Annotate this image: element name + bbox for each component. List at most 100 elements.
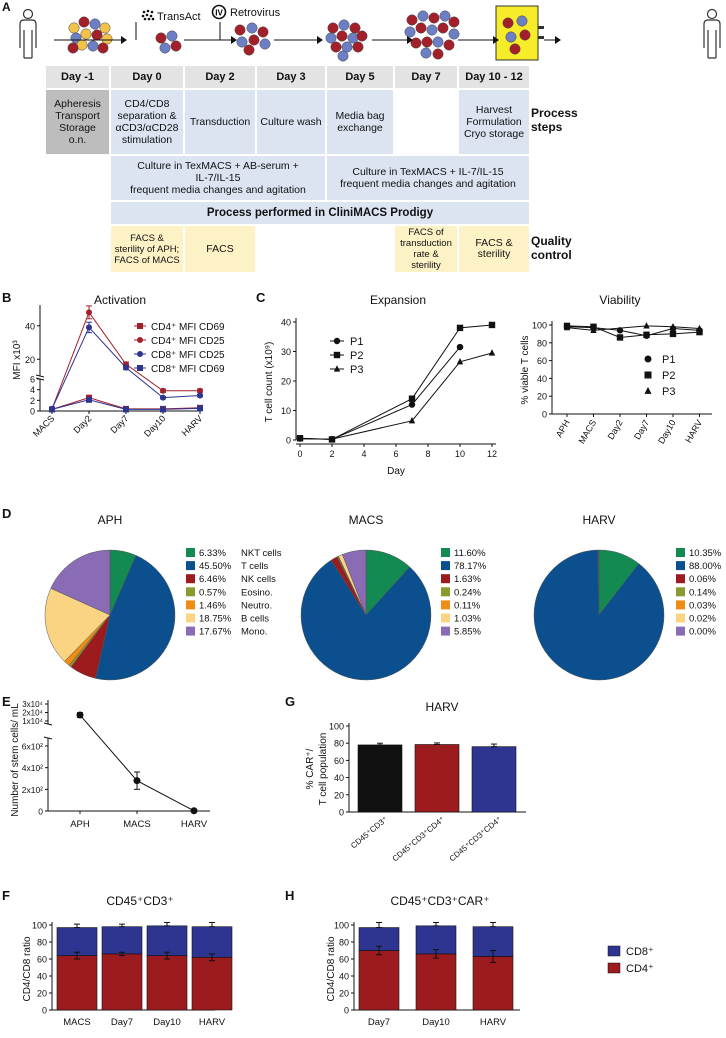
bar (414, 744, 460, 813)
harvest-cell-cluster-cell (426, 24, 438, 36)
series-line (566, 326, 700, 337)
legend-swatch (441, 574, 450, 584)
legend-swatch (676, 600, 685, 610)
y-axis-label: MFI x10³ (12, 340, 23, 380)
chart-car-positive: HARV % CAR⁺/T cell population 0 20 40 60 80 100… (305, 700, 526, 863)
data-point (160, 394, 166, 401)
apheresis-cell-cluster (67, 16, 113, 54)
bar-cd8 (56, 927, 98, 956)
x-tick-label: MACS (577, 418, 599, 446)
chart-car-cd4-cd8-ratio: CD45⁺CD3⁺CAR⁺ CD4/CD8 ratio 0 20 40 60 80 100 Da… (326, 894, 654, 1028)
apheresis-cell-cluster-cell (70, 32, 82, 44)
y-tick-label: 60 (334, 756, 344, 766)
legend-label: CD8⁺ MFI CD25 (151, 350, 225, 361)
legend-marker (137, 365, 143, 371)
bar-cd8 (415, 925, 457, 955)
pie-slice (109, 549, 137, 616)
y-tick-label: 0 (344, 1006, 349, 1016)
process-arrow-head (493, 36, 499, 44)
legend-swatch (676, 613, 685, 623)
data-point (123, 364, 129, 371)
axis-break-mark (43, 722, 53, 726)
bead (151, 17, 155, 21)
chart-viability: Viability % viable T cells 0 20 40 60 80 100 APH… (520, 293, 712, 446)
step-culture-wash: Culture wash (257, 90, 325, 154)
data-point (123, 361, 129, 368)
bar-cd4 (472, 956, 514, 1011)
bar-cd8 (146, 925, 188, 956)
y-tick-label: 20 (537, 392, 547, 402)
legend-swatch (676, 548, 685, 557)
data-point (296, 435, 304, 442)
activated-cell-cluster-cell (234, 24, 246, 36)
day-header-2: Day 0 (111, 66, 183, 88)
chart-pies: APH 6.33% NKT cells 45.50% T cells 6.46% NK ce… (44, 513, 722, 681)
x-tick-label: CD45⁺CD3⁺CD4⁺ (391, 815, 447, 864)
expanded-cell-cluster-cell (327, 22, 339, 34)
series-line (51, 397, 201, 410)
x-tick-label: Day7 (632, 418, 651, 441)
expanded-cell-cluster-cell (347, 32, 359, 44)
y-tick-label: 2x10⁴ (22, 709, 43, 718)
y-tick-label: 100 (329, 722, 344, 732)
retrovirus-label: Retrovirus (230, 7, 281, 19)
legend-percent: 6.33% (199, 548, 226, 559)
pie-slice (330, 556, 367, 616)
legend-marker (137, 351, 143, 357)
chart-title: CD45⁺CD3⁺CAR⁺ (390, 894, 489, 908)
bar-cd8 (472, 926, 514, 957)
axis-break-mark (35, 374, 45, 378)
y-tick-label: 20 (334, 790, 344, 800)
y-tick-label: 40 (339, 972, 349, 982)
y-axis-label: Number of stem cells/ mL (10, 703, 21, 817)
legend-swatch (676, 561, 685, 571)
y-axis-label: % viable T cells (520, 335, 531, 404)
y-tick-label: 80 (339, 938, 349, 948)
panel-label-h: H (285, 888, 294, 903)
panel-label-e: E (2, 694, 11, 709)
expanded-cell-cluster-cell (337, 50, 349, 62)
legend-label: CD4⁺ MFI CD25 (151, 336, 225, 347)
data-point (456, 358, 464, 365)
harvest-cell-cluster-cell (432, 36, 444, 48)
legend-percent: 0.00% (689, 627, 716, 638)
legend-marker (644, 386, 652, 394)
chart-title: Activation (94, 293, 146, 307)
bar-cd8 (191, 926, 233, 958)
harvest-cell-cluster-cell (417, 10, 429, 22)
y-tick-label: 40 (25, 321, 35, 331)
harvest-cell-cluster-cell (443, 39, 455, 51)
data-point (160, 387, 166, 394)
chart-stem-cells: Number of stem cells/ mL 0 2x10² 4x10² 6x10²… (10, 700, 210, 830)
y-tick-label: 80 (37, 938, 47, 948)
pie-slice (64, 614, 111, 666)
series-line (51, 326, 201, 410)
y-tick-label: 1x10⁴ (22, 717, 43, 726)
bead (141, 14, 145, 18)
series-line (566, 325, 700, 331)
qc-sterility: FACS & sterility (459, 226, 529, 272)
donor-person-icon (19, 8, 37, 59)
step-harvest: Harvest Formulation Cryo storage (459, 90, 529, 154)
y-tick-label: 0 (30, 407, 35, 417)
data-point (123, 406, 129, 413)
data-point (456, 324, 464, 332)
pie-slice (338, 554, 367, 616)
bead (150, 10, 154, 14)
panel-label-c: C (256, 290, 266, 305)
data-point (616, 334, 624, 341)
pie-slice (597, 549, 600, 616)
legend-swatch (441, 626, 450, 636)
bead (147, 17, 151, 21)
retrovirus-icon: IV (211, 4, 227, 20)
activated-cell-cluster-cell (246, 22, 258, 34)
x-tick-label: Day2 (606, 418, 625, 441)
data-point (328, 436, 336, 443)
legend-swatch (441, 600, 450, 610)
day-header-5: Day 5 (327, 66, 393, 88)
pie-slice (50, 549, 111, 616)
y-tick-label: 60 (339, 955, 349, 965)
y-tick-label: 20 (25, 355, 35, 365)
x-tick-label: 2 (329, 449, 334, 459)
